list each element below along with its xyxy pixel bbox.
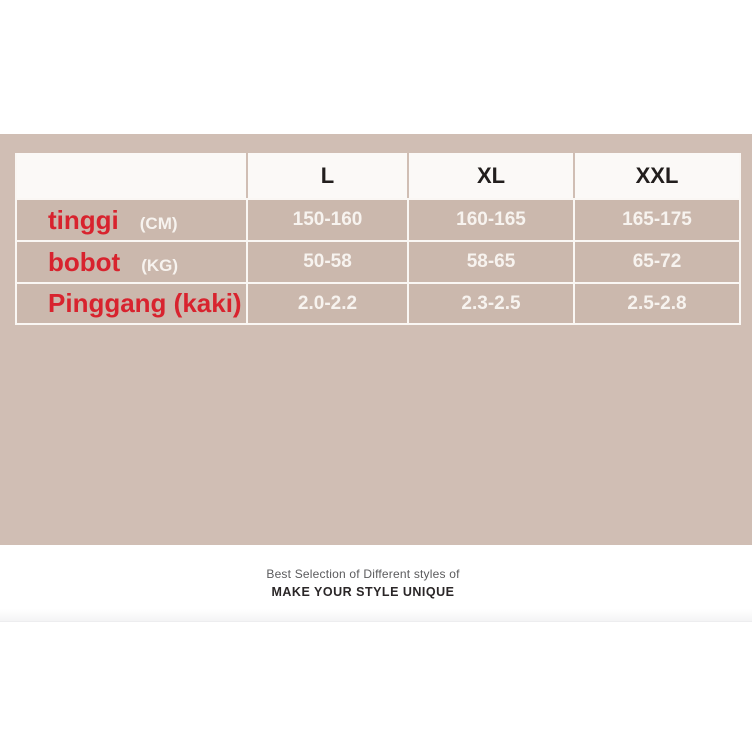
footer-tagline-line1: Best Selection of Different styles of <box>266 567 460 581</box>
size-table-header-l: L <box>246 153 407 198</box>
cell-bobot-xxl: 65-72 <box>573 240 739 282</box>
row-label-tinggi: tinggi <box>48 204 119 235</box>
footer-tagline-line2: MAKE YOUR STYLE UNIQUE <box>271 585 455 599</box>
cell-tinggi-l: 150-160 <box>246 198 407 240</box>
cell-pinggang-l: 2.0-2.2 <box>246 282 407 323</box>
row-header-line: bobot (KG) <box>48 247 178 278</box>
size-table-header-empty <box>17 153 246 198</box>
row-header-tinggi: tinggi (CM) <box>17 198 246 240</box>
row-header-line: tinggi (CM) <box>48 205 178 236</box>
size-chart-panel: L XL XXL tinggi (CM) 150-160 160-165 165-… <box>0 134 752 545</box>
size-table: L XL XXL tinggi (CM) 150-160 160-165 165-… <box>15 153 741 325</box>
row-unit-cm: (CM) <box>139 213 178 233</box>
row-label-pinggang: Pinggang (kaki) <box>48 288 242 318</box>
size-table-header-xl: XL <box>407 153 573 198</box>
cell-pinggang-xl: 2.3-2.5 <box>407 282 573 323</box>
cell-tinggi-xxl: 165-175 <box>573 198 739 240</box>
cell-pinggang-xxl: 2.5-2.8 <box>573 282 739 323</box>
cell-tinggi-xl: 160-165 <box>407 198 573 240</box>
row-header-pinggang: Pinggang (kaki) <box>17 282 246 323</box>
row-label-bobot: bobot <box>48 246 121 277</box>
row-unit-kg: (KG) <box>141 255 179 275</box>
section-divider <box>0 609 752 622</box>
row-header-bobot: bobot (KG) <box>17 240 246 282</box>
row-header-line: Pinggang (kaki) <box>48 288 242 319</box>
footer-tagline: Best Selection of Different styles of MA… <box>0 567 739 599</box>
cell-bobot-l: 50-58 <box>246 240 407 282</box>
size-table-header-xxl: XXL <box>573 153 739 198</box>
cell-bobot-xl: 58-65 <box>407 240 573 282</box>
